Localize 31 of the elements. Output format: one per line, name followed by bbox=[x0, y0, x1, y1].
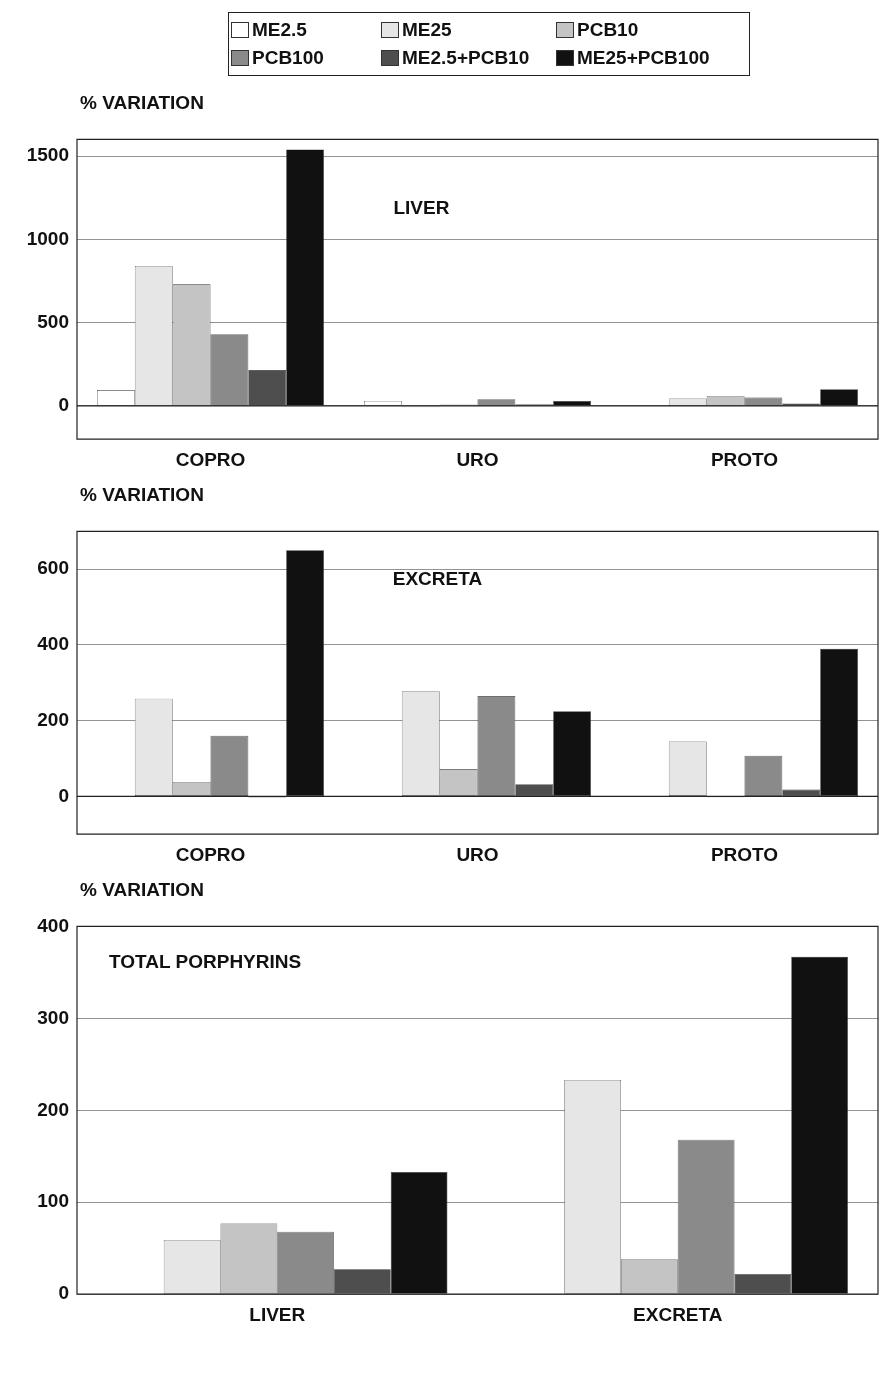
y-axis-title: % VARIATION bbox=[80, 879, 204, 901]
y-tick-label: 1000 bbox=[26, 227, 69, 249]
y-tick-label: 0 bbox=[58, 1282, 69, 1304]
y-tick-label: 600 bbox=[37, 557, 69, 579]
y-tick-label: 400 bbox=[37, 633, 69, 655]
legend-label: ME2.5 bbox=[252, 19, 307, 41]
x-tick-label: COPRO bbox=[175, 448, 246, 470]
y-tick-label: 300 bbox=[37, 1006, 69, 1028]
y-axis-title: % VARIATION bbox=[80, 92, 204, 114]
legend-label: ME2.5+PCB10 bbox=[402, 47, 530, 69]
y-tick-label: 400 bbox=[37, 914, 69, 936]
y-tick-label: 500 bbox=[37, 310, 69, 332]
y-tick-label: 1500 bbox=[26, 144, 69, 166]
text: EXCRETA bbox=[392, 568, 483, 590]
y-tick-label: 200 bbox=[37, 1098, 69, 1120]
x-tick-label: URO bbox=[456, 843, 499, 865]
y-tick-label: 0 bbox=[58, 394, 69, 416]
text: TOTAL PORPHYRINS bbox=[109, 951, 302, 973]
x-tick-label: PROTO bbox=[710, 448, 779, 470]
text: LIVER bbox=[393, 196, 450, 218]
legend-label: PCB10 bbox=[577, 19, 639, 41]
x-tick-label: COPRO bbox=[175, 843, 246, 865]
x-tick-label: URO bbox=[456, 448, 499, 470]
y-tick-label: 100 bbox=[37, 1190, 69, 1212]
legend-label: PCB100 bbox=[252, 47, 324, 69]
legend-label: ME25 bbox=[402, 19, 452, 41]
y-tick-label: 200 bbox=[37, 708, 69, 730]
x-tick-label: PROTO bbox=[710, 843, 779, 865]
y-tick-label: 0 bbox=[58, 784, 69, 806]
legend-label: ME25+PCB100 bbox=[577, 47, 710, 69]
y-axis-title: % VARIATION bbox=[80, 484, 204, 506]
